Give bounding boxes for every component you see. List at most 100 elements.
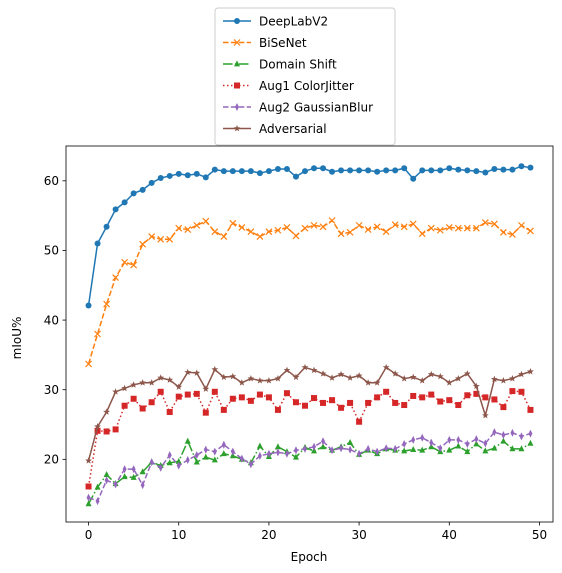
data-point bbox=[284, 166, 290, 172]
y-tick-label: 30 bbox=[44, 383, 59, 397]
data-point bbox=[203, 454, 209, 460]
data-point bbox=[518, 389, 524, 395]
data-point bbox=[455, 167, 461, 173]
data-point bbox=[265, 377, 272, 384]
legend: DeepLabV2BiSeNetDomain ShiftAug1 ColorJi… bbox=[215, 8, 395, 145]
data-point bbox=[193, 369, 200, 376]
data-point bbox=[167, 409, 173, 415]
data-point bbox=[482, 169, 488, 175]
data-point bbox=[194, 171, 200, 177]
y-tick-label: 50 bbox=[44, 244, 59, 258]
data-point bbox=[527, 368, 534, 375]
data-point bbox=[428, 392, 434, 398]
data-point bbox=[230, 168, 236, 174]
data-point bbox=[420, 434, 424, 442]
data-point bbox=[212, 229, 218, 235]
series-line bbox=[89, 221, 531, 364]
data-point bbox=[383, 167, 389, 173]
data-point bbox=[185, 172, 191, 178]
data-point bbox=[104, 471, 110, 477]
data-point bbox=[510, 429, 514, 437]
data-point bbox=[248, 229, 254, 235]
data-point bbox=[104, 428, 110, 434]
data-point bbox=[230, 220, 236, 226]
data-point bbox=[456, 436, 460, 444]
legend-marker bbox=[234, 18, 240, 24]
data-point bbox=[113, 426, 119, 432]
data-point bbox=[257, 443, 263, 449]
data-point bbox=[231, 448, 235, 456]
data-point bbox=[320, 165, 326, 171]
data-point bbox=[474, 435, 478, 443]
legend-marker bbox=[234, 83, 240, 89]
data-point bbox=[402, 440, 406, 448]
data-point bbox=[276, 448, 280, 456]
data-point bbox=[303, 445, 307, 453]
x-tick-label: 20 bbox=[261, 528, 276, 542]
data-point bbox=[374, 394, 380, 400]
data-point bbox=[194, 391, 200, 397]
data-point bbox=[148, 379, 155, 386]
data-point bbox=[95, 240, 101, 246]
data-point bbox=[383, 229, 389, 235]
data-point bbox=[500, 377, 507, 384]
data-point bbox=[500, 167, 506, 173]
data-point bbox=[294, 446, 298, 454]
data-point bbox=[338, 167, 344, 173]
data-point bbox=[419, 167, 425, 173]
data-point bbox=[329, 169, 335, 175]
data-point bbox=[122, 473, 128, 479]
data-point bbox=[419, 394, 425, 400]
data-point bbox=[356, 222, 362, 228]
data-point bbox=[329, 397, 335, 403]
legend-label: DeepLabV2 bbox=[259, 14, 328, 28]
data-point bbox=[518, 222, 524, 228]
data-point bbox=[527, 165, 533, 171]
data-point bbox=[112, 388, 119, 395]
data-point bbox=[410, 446, 416, 452]
data-point bbox=[121, 385, 128, 392]
legend-label: Adversarial bbox=[259, 122, 327, 136]
data-point bbox=[410, 176, 416, 182]
data-point bbox=[311, 395, 317, 401]
data-point bbox=[356, 167, 362, 173]
data-point bbox=[482, 412, 489, 419]
data-point bbox=[347, 400, 353, 406]
data-point bbox=[347, 439, 353, 445]
data-point bbox=[130, 381, 137, 388]
data-point bbox=[212, 167, 218, 173]
data-point bbox=[329, 374, 336, 381]
series-bisenet bbox=[86, 218, 534, 367]
y-tick-label: 20 bbox=[44, 453, 59, 467]
data-point bbox=[186, 456, 190, 464]
data-point bbox=[238, 379, 245, 386]
data-point bbox=[500, 404, 506, 410]
data-point bbox=[184, 369, 191, 376]
data-point bbox=[392, 400, 398, 406]
data-point bbox=[501, 431, 505, 439]
data-point bbox=[428, 167, 434, 173]
data-point bbox=[446, 165, 452, 171]
data-point bbox=[213, 448, 217, 456]
data-point bbox=[140, 241, 146, 247]
data-point bbox=[150, 458, 154, 466]
data-point bbox=[527, 228, 533, 234]
data-point bbox=[167, 173, 173, 179]
y-tick-label: 60 bbox=[44, 174, 59, 188]
data-point bbox=[176, 171, 182, 177]
data-point bbox=[473, 168, 479, 174]
data-point bbox=[302, 168, 308, 174]
data-point bbox=[320, 400, 326, 406]
data-point bbox=[275, 407, 281, 413]
data-point bbox=[338, 371, 345, 378]
data-point bbox=[320, 224, 326, 230]
data-point bbox=[401, 375, 408, 382]
data-point bbox=[257, 234, 263, 240]
data-point bbox=[339, 444, 343, 452]
data-point bbox=[411, 436, 415, 444]
data-point bbox=[509, 375, 516, 382]
data-point bbox=[158, 175, 164, 181]
data-point bbox=[293, 233, 299, 239]
data-point bbox=[464, 167, 470, 173]
x-tick-label: 0 bbox=[85, 528, 93, 542]
